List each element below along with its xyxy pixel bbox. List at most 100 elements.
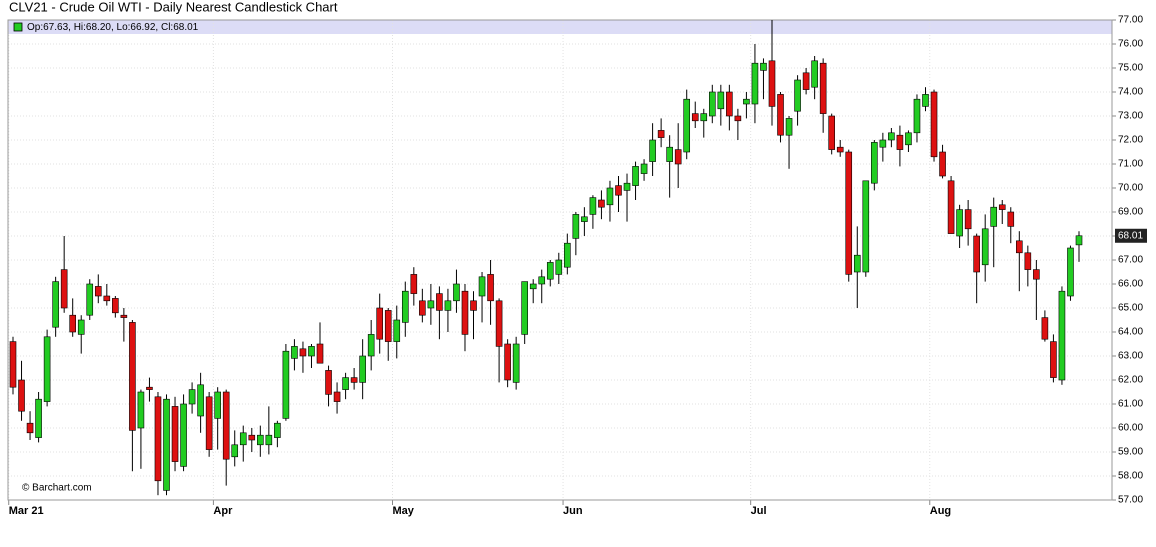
candle-body — [171, 406, 179, 462]
candle-body — [205, 396, 213, 450]
candle-body — [674, 149, 682, 165]
candle-body — [785, 118, 793, 136]
candle-body — [589, 197, 597, 215]
candle-body — [956, 209, 963, 237]
candle-body — [845, 151, 853, 275]
candle-body — [470, 300, 477, 311]
candle-body — [359, 355, 366, 383]
candle-body — [282, 350, 290, 419]
candle-body — [69, 314, 76, 333]
x-tick-label: Mar 21 — [9, 505, 44, 517]
candle-body — [990, 206, 998, 227]
candle-body — [811, 60, 818, 88]
y-tick-label: 57.00 — [1118, 495, 1143, 506]
y-tick-label: 72.00 — [1118, 135, 1143, 146]
candle-body — [43, 336, 51, 402]
y-tick-label: 64.00 — [1118, 327, 1143, 338]
candle-body — [265, 434, 273, 446]
candle-body — [52, 281, 59, 328]
y-tick-label: 67.00 — [1118, 255, 1143, 266]
candle-body — [657, 130, 665, 138]
candle-body — [708, 91, 716, 117]
candle-body — [981, 228, 989, 266]
candle-body — [1067, 247, 1074, 297]
candle-body — [163, 398, 170, 491]
candle-body — [231, 444, 239, 458]
candle-body — [316, 343, 324, 364]
y-tick-label: 60.00 — [1118, 423, 1143, 434]
candle-body — [248, 434, 256, 441]
candle-body — [94, 286, 102, 297]
y-tick-label: 76.00 — [1118, 39, 1143, 50]
candle-body — [947, 180, 955, 234]
last-price-label: 68.01 — [1118, 230, 1143, 241]
x-tick-label: Jun — [563, 505, 583, 517]
candle-body — [342, 377, 349, 390]
candle-body — [146, 386, 153, 390]
candle-body — [214, 391, 221, 419]
candle-body — [384, 310, 392, 342]
candle-body — [794, 79, 801, 112]
candle-body — [998, 204, 1006, 210]
candle-body — [538, 276, 546, 285]
candle-body — [1050, 341, 1057, 378]
candle-body — [649, 139, 656, 162]
candle-body — [717, 91, 725, 110]
candle-body — [939, 151, 946, 177]
y-tick-label: 61.00 — [1118, 399, 1143, 410]
candle-body — [666, 146, 673, 162]
candle-body — [743, 98, 750, 105]
candle-body — [325, 370, 332, 395]
candle-body — [461, 290, 469, 335]
candle-body — [640, 163, 648, 174]
y-tick-label: 63.00 — [1118, 351, 1143, 362]
candle-body — [871, 142, 878, 184]
x-tick-label: Apr — [213, 505, 233, 517]
candle-body — [308, 346, 315, 357]
candle-body — [103, 295, 111, 302]
x-tick-label: Aug — [930, 505, 951, 517]
candle-body — [26, 422, 34, 434]
candle-body — [546, 262, 554, 280]
candle-body — [112, 298, 119, 314]
y-tick-label: 71.00 — [1118, 159, 1143, 170]
candle-body — [777, 94, 784, 136]
info-swatch — [13, 22, 23, 32]
candle-body — [495, 300, 503, 347]
candle-body — [581, 216, 588, 222]
candle-body — [222, 391, 230, 460]
candle-body — [896, 134, 904, 150]
candle-body — [478, 276, 486, 297]
x-tick-label: May — [392, 505, 414, 517]
candle-body — [180, 403, 187, 467]
candle-body — [888, 132, 895, 141]
last-price-box — [1115, 228, 1147, 243]
candle-body — [819, 62, 827, 114]
y-tick-label: 77.00 — [1118, 15, 1143, 26]
y-tick-label: 62.00 — [1118, 375, 1143, 386]
candle-body — [274, 422, 281, 438]
candle-body — [9, 341, 17, 388]
y-tick-label: 58.00 — [1118, 471, 1143, 482]
candle-body — [615, 185, 622, 196]
candle-body — [862, 180, 870, 273]
candle-body — [1075, 235, 1083, 246]
info-band — [8, 20, 1112, 34]
candle-body — [367, 334, 375, 357]
candle-body — [828, 115, 835, 150]
candle-body — [60, 269, 68, 309]
source: © Barchart.com — [22, 483, 92, 494]
candle-body — [410, 274, 418, 294]
candle-body — [973, 235, 980, 273]
candle-body — [836, 146, 844, 153]
candle-body — [1058, 290, 1066, 381]
candle-body — [564, 242, 571, 268]
x-tick-label: Jul — [751, 505, 767, 517]
candle-body — [853, 254, 861, 273]
candle-body — [1016, 240, 1023, 254]
candle-body — [257, 434, 264, 446]
candle-body — [291, 346, 298, 359]
candle-body — [129, 322, 136, 431]
candle-body — [751, 62, 759, 105]
